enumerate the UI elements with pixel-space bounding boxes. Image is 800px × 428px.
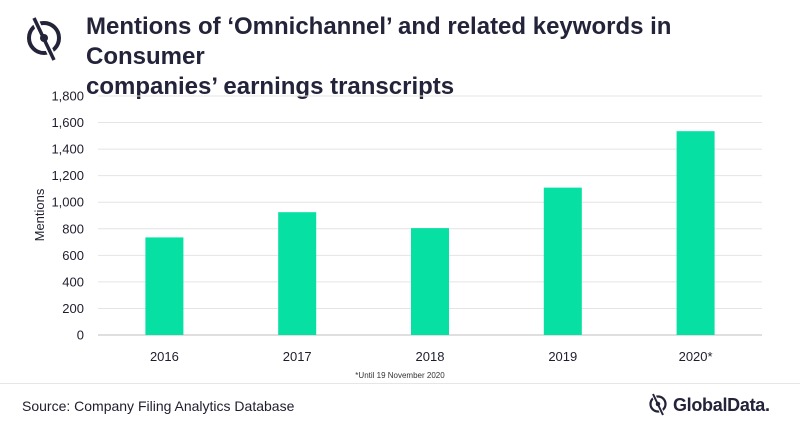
y-tick-label: 1,800 xyxy=(51,89,84,104)
globaldata-logo-icon xyxy=(27,16,61,62)
x-tick-label: 2017 xyxy=(283,349,312,364)
x-tick-label: 2016 xyxy=(150,349,179,364)
bar-2016 xyxy=(145,237,184,335)
y-axis-ticks: 0 200 400 600 800 1,000 1,200 1,400 1,600 1,800 xyxy=(51,89,84,343)
globaldata-brand-icon xyxy=(649,393,667,416)
bar-2017 xyxy=(278,212,317,335)
y-tick-label: 1,400 xyxy=(51,142,84,157)
brand-dot: . xyxy=(764,394,770,415)
y-tick-label: 400 xyxy=(62,274,84,289)
bar-2019 xyxy=(543,187,582,335)
bar-2018 xyxy=(411,228,449,335)
x-tick-label: 2020* xyxy=(679,349,713,364)
y-axis-label: Mentions xyxy=(32,188,47,241)
divider xyxy=(0,383,800,384)
bar-2020 xyxy=(676,131,715,335)
y-tick-label: 800 xyxy=(62,221,84,236)
x-tick-label: 2019 xyxy=(548,349,577,364)
y-tick-label: 600 xyxy=(62,248,84,263)
source-text: Source: Company Filing Analytics Databas… xyxy=(22,398,295,414)
brand-name: GlobalData xyxy=(672,394,765,415)
y-tick-label: 1,000 xyxy=(51,195,84,210)
y-tick-label: 0 xyxy=(77,328,84,343)
y-tick-label: 1,600 xyxy=(51,115,84,130)
y-tick-label: 1,200 xyxy=(51,168,84,183)
y-tick-label: 200 xyxy=(62,301,84,316)
title-line-1: Mentions of ‘Omnichannel’ and related ke… xyxy=(86,13,672,70)
x-axis-ticks: 2016 2017 2018 2019 2020* xyxy=(150,349,713,364)
bars xyxy=(145,131,715,335)
x-tick-label: 2018 xyxy=(416,349,445,364)
bar-chart: 0 200 400 600 800 1,000 1,200 1,400 1,600 1,800 2… xyxy=(32,89,762,364)
footnote: *Until 19 November 2020 xyxy=(355,371,445,380)
brand-logo: GlobalData. xyxy=(647,392,770,418)
